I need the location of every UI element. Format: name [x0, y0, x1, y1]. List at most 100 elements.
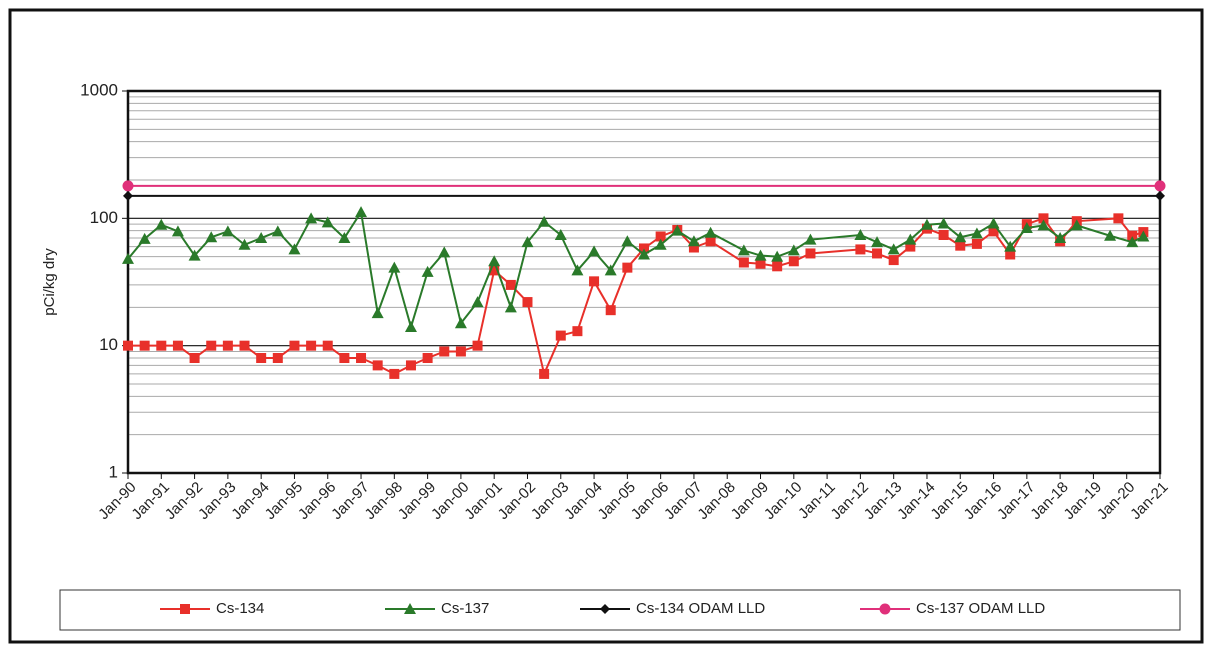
- marker: [471, 296, 484, 308]
- marker: [1137, 230, 1150, 242]
- marker: [804, 233, 817, 245]
- marker: [321, 216, 334, 228]
- legend-label: Cs-137: [441, 600, 489, 617]
- marker: [138, 232, 151, 244]
- marker: [671, 224, 684, 236]
- marker: [955, 240, 966, 251]
- legend-label: Cs-137 ODAM LLD: [916, 600, 1045, 617]
- marker: [954, 231, 967, 243]
- marker: [123, 190, 133, 201]
- marker: [887, 243, 900, 255]
- marker: [688, 242, 699, 253]
- marker: [605, 305, 616, 316]
- marker: [1154, 180, 1166, 192]
- marker: [588, 245, 601, 257]
- plot-area: [128, 91, 1160, 473]
- marker: [155, 218, 168, 230]
- marker: [905, 241, 916, 252]
- legend-marker: [404, 603, 416, 614]
- marker: [888, 255, 899, 266]
- marker: [288, 243, 301, 255]
- x-tick-label: Jan-21: [1127, 479, 1171, 523]
- marker: [188, 249, 201, 261]
- marker: [788, 256, 799, 267]
- plot-frame: [126, 89, 1162, 475]
- marker: [405, 360, 416, 371]
- marker: [422, 353, 433, 364]
- marker: [256, 353, 267, 364]
- marker: [439, 346, 450, 357]
- marker: [255, 232, 268, 244]
- marker: [488, 255, 501, 267]
- marker: [1070, 219, 1083, 231]
- marker: [454, 317, 467, 329]
- marker: [1005, 249, 1016, 260]
- marker: [1113, 213, 1124, 224]
- x-tick-label: Jan-10: [761, 479, 805, 523]
- marker: [589, 276, 600, 287]
- marker: [123, 340, 133, 351]
- marker: [554, 228, 567, 240]
- marker: [621, 235, 634, 247]
- marker: [421, 265, 434, 277]
- marker: [356, 353, 367, 364]
- marker: [937, 217, 950, 229]
- marker: [372, 360, 383, 371]
- marker: [339, 353, 350, 364]
- marker: [904, 233, 917, 245]
- marker: [122, 252, 134, 264]
- marker: [755, 258, 766, 269]
- marker: [871, 236, 884, 248]
- marker: [687, 235, 700, 247]
- marker: [472, 340, 483, 351]
- marker: [805, 248, 816, 259]
- legend-marker: [879, 603, 891, 615]
- marker: [305, 212, 318, 224]
- marker: [555, 330, 566, 341]
- marker: [737, 244, 750, 256]
- marker: [206, 340, 217, 351]
- marker: [639, 243, 649, 254]
- marker: [272, 353, 283, 364]
- marker: [539, 368, 550, 379]
- marker: [156, 340, 167, 351]
- marker: [938, 229, 949, 240]
- marker: [1155, 190, 1165, 201]
- marker: [172, 340, 183, 351]
- marker: [355, 206, 368, 218]
- marker: [622, 262, 633, 273]
- marker: [388, 261, 401, 273]
- marker: [638, 248, 650, 260]
- marker: [1037, 219, 1050, 231]
- marker: [338, 232, 351, 244]
- marker: [571, 264, 584, 276]
- marker: [504, 301, 517, 313]
- legend-marker: [180, 604, 190, 614]
- marker: [306, 340, 317, 351]
- marker: [1126, 236, 1139, 248]
- y-tick-label: 100: [90, 208, 118, 227]
- marker: [404, 321, 417, 333]
- series-line: [127, 209, 1144, 331]
- marker: [521, 236, 534, 248]
- marker: [1104, 229, 1117, 241]
- marker: [371, 307, 384, 319]
- y-tick-label: 1: [109, 462, 118, 481]
- marker: [971, 238, 982, 249]
- marker: [522, 297, 533, 308]
- marker: [122, 180, 134, 192]
- y-tick-label: 10: [99, 335, 118, 354]
- marker: [538, 215, 551, 227]
- marker: [289, 340, 300, 351]
- series-line: [128, 217, 1144, 378]
- marker: [704, 226, 717, 238]
- marker: [872, 248, 883, 259]
- marker: [239, 340, 250, 351]
- marker: [988, 226, 999, 237]
- marker: [1038, 213, 1049, 224]
- marker: [238, 238, 251, 250]
- y-axis-label: pCi/kg dry: [41, 248, 58, 316]
- legend-box: [59, 589, 1181, 631]
- marker: [705, 236, 716, 247]
- marker: [189, 353, 200, 364]
